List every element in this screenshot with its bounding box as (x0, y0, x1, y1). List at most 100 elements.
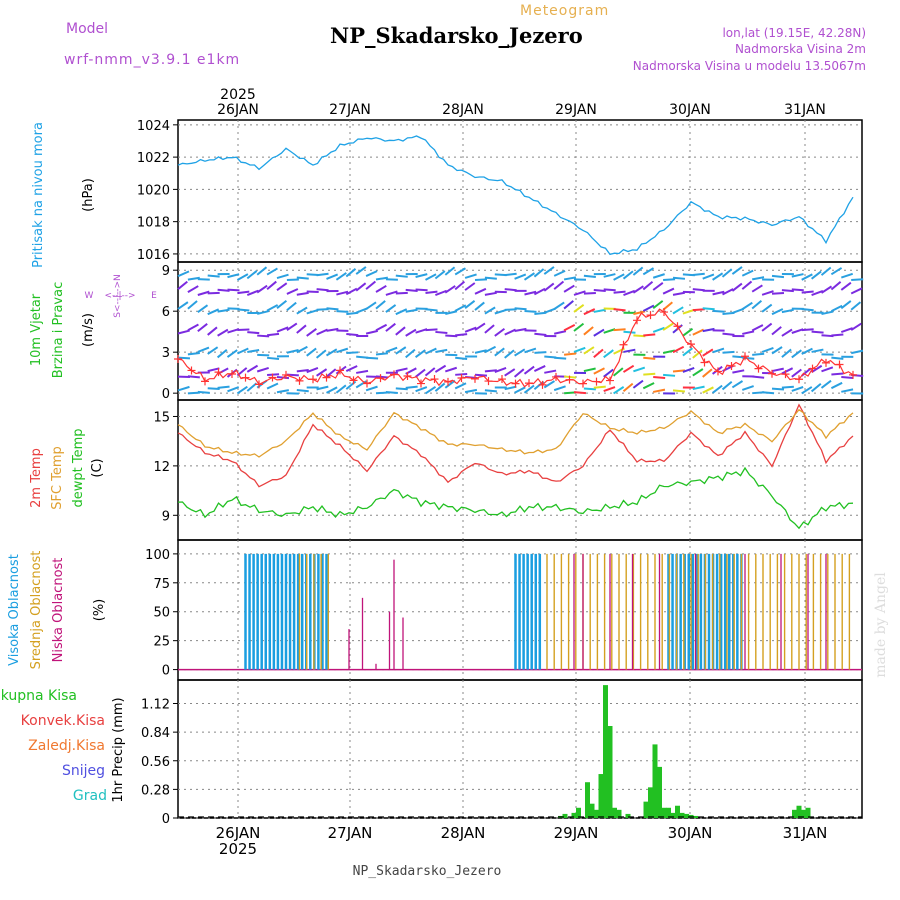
wind-arrow (504, 272, 517, 277)
wind-arrow (573, 322, 585, 332)
wind-arrow (642, 267, 655, 276)
wind-speed-marker (660, 308, 668, 317)
wind-arrow (622, 382, 634, 393)
wind-arrow (840, 272, 854, 279)
wind-arrow (810, 270, 822, 280)
wind-arrow (296, 306, 308, 315)
wind-arrow (415, 273, 428, 278)
lonlat-text: lon,lat (19.15E, 42.28N) (722, 26, 866, 40)
wind-arrow (207, 274, 220, 278)
wind-arrow (434, 382, 446, 392)
wind-speed-marker (201, 377, 209, 386)
precip-tick-label: 0.84 (141, 726, 170, 741)
wind-arrow (345, 268, 357, 278)
wind-arrow (276, 326, 289, 333)
wind-speed-marker (592, 377, 601, 386)
wind-arrow (316, 288, 329, 292)
wind-arrow (424, 385, 437, 395)
wind-arrow (554, 356, 567, 360)
wind-arrow (702, 273, 715, 280)
wind-arrow (197, 278, 210, 281)
wind-arrow (375, 352, 389, 356)
wind-arrow (613, 328, 626, 332)
wind-arrow (237, 328, 250, 332)
wind-arrow (563, 284, 575, 293)
wind-arrow (642, 382, 655, 390)
wind-arrow (761, 347, 774, 353)
cloud-tick-label: 75 (153, 577, 170, 592)
wind-arrow (732, 369, 745, 374)
wind-arrow (395, 308, 408, 316)
wind-arrow (801, 386, 813, 395)
wind-arrow (583, 346, 595, 355)
wind-arrow (821, 310, 834, 316)
wind-arrow (663, 373, 676, 377)
precip-legend-item: Konvek.Kisa (21, 713, 105, 729)
wind-arrow (484, 306, 496, 315)
precip-bar (670, 812, 676, 818)
wind-arrow (850, 287, 863, 295)
wind-arrow (256, 366, 269, 373)
wind-arrow (474, 278, 488, 282)
wind-arrow (346, 332, 359, 337)
wind-arrow (504, 349, 515, 359)
wind-arrow (445, 310, 458, 315)
wind-arrow (672, 291, 685, 296)
wind-arrow (256, 284, 268, 294)
wind-speed-marker (363, 379, 371, 388)
wind-speed-marker (471, 374, 479, 383)
precip-bar (801, 809, 806, 818)
cloud-low-label: Niska Oblacnost (51, 558, 66, 663)
wind-arrow (810, 382, 822, 393)
wind-arrow (266, 304, 279, 312)
wind-arrow (662, 301, 673, 311)
wind-speed-marker (687, 340, 695, 349)
wind-arrow (752, 352, 765, 356)
wind-arrow (791, 349, 802, 359)
wind-arrow (731, 380, 744, 389)
temp-tick-label: 9 (162, 509, 170, 524)
wind-arrow (771, 326, 782, 336)
wind-arrow (217, 328, 229, 337)
wind-arrow (246, 289, 259, 296)
wind-tick-label: 6 (162, 305, 170, 320)
wind-arrow (662, 322, 674, 331)
wind-arrow (217, 308, 230, 313)
wind-speed-marker (741, 352, 749, 361)
wind-arrow (682, 347, 694, 357)
wind-arrow (523, 272, 536, 281)
wind-arrow (276, 273, 289, 280)
pressure-line (177, 135, 854, 256)
wind-arrow (237, 308, 250, 312)
wind-arrow (692, 368, 704, 377)
wind-arrow (653, 376, 666, 380)
wind-arrow (326, 307, 339, 311)
wind-panel: 10m Vjetar Brzina i Pravac (m/s) W <--|-… (29, 274, 157, 378)
wind-speed-marker (565, 375, 574, 384)
wind-arrow (811, 330, 824, 334)
wind-arrow (583, 308, 596, 316)
precip-bar (796, 805, 802, 818)
wind-arrow (504, 385, 517, 391)
wind-arrow (355, 307, 368, 314)
wind-arrow (672, 389, 686, 393)
wind-arrow (514, 307, 527, 311)
wind-arrow (187, 285, 199, 294)
wind-arrow (227, 328, 240, 334)
wind-arrow (771, 367, 784, 373)
wind-arrow (454, 267, 466, 276)
wind-arrow (296, 389, 309, 393)
wind-arrow (623, 330, 636, 334)
precip-bar (693, 815, 698, 818)
wind-arrow (632, 379, 644, 389)
wind-arrow (553, 301, 565, 310)
wind-speed-marker (309, 375, 317, 384)
wind-arrow (444, 379, 456, 389)
wind-arrow (494, 308, 507, 315)
wind-arrow (752, 375, 765, 379)
precip-bar (603, 685, 608, 818)
wind-arrow (207, 387, 220, 391)
wind-arrow (444, 266, 456, 276)
wind-arrow (445, 334, 458, 338)
wind-arrow (850, 301, 862, 311)
